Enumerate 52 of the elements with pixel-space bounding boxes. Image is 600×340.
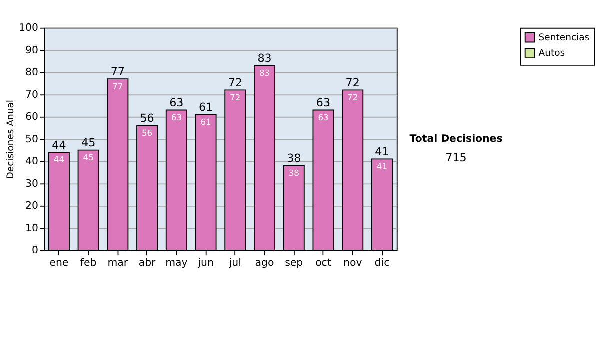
x-tick-label: feb [80, 258, 97, 269]
total-label: 38 [287, 152, 302, 166]
legend-label: Sentencias [538, 32, 590, 44]
y-tick-label: 70 [26, 90, 38, 101]
x-tick-label: oct [316, 258, 332, 269]
total-label: 61 [198, 100, 214, 114]
y-tick-label: 90 [26, 45, 38, 56]
total-label: 41 [375, 146, 390, 159]
data-label: 61 [200, 116, 212, 127]
total-label: 77 [110, 65, 125, 78]
text: Total Decisiones [410, 134, 503, 145]
y-tick-label: 20 [26, 201, 38, 212]
y-tick-label: 50 [26, 134, 38, 146]
y-tick-label: 60 [26, 112, 38, 124]
x-tick-label: dic [374, 258, 390, 269]
x-tick-label: sep [285, 258, 304, 269]
legend-label: Autos [538, 48, 566, 60]
y-tick-label: 80 [26, 68, 38, 79]
total-label: 83 [258, 52, 272, 66]
x-tick-label: jul [228, 258, 242, 269]
y-tick-label: 100 [19, 23, 38, 34]
total-label: 45 [81, 136, 96, 150]
data-label: 38 [288, 168, 300, 178]
x-tick-label: may [166, 258, 188, 269]
total-label: 44 [52, 138, 66, 152]
total-label: 72 [346, 76, 360, 90]
total-label: 63 [316, 96, 331, 110]
y-tick-label: 40 [26, 156, 38, 168]
x-tick-label: ago [255, 258, 274, 269]
x-tick-label: nov [344, 258, 362, 269]
data-label: 41 [376, 161, 388, 172]
data-label: 77 [112, 81, 124, 92]
total-label: 63 [170, 96, 184, 110]
data-label: 56 [142, 128, 153, 138]
total-label: 56 [140, 112, 154, 126]
y-tick-label: 10 [26, 223, 38, 234]
data-label: 45 [83, 152, 94, 163]
y-tick-label: 0 [32, 246, 38, 257]
y-axis-title: Decisiones Anual [5, 100, 16, 180]
text: 715 [446, 151, 467, 164]
y-tick-label: 30 [26, 178, 38, 190]
data-label: 72 [348, 92, 358, 102]
data-label: 72 [230, 92, 241, 102]
x-tick-label: mar [108, 258, 129, 269]
x-tick-label: ene [50, 258, 69, 269]
data-label: 83 [259, 68, 270, 78]
data-label: 44 [54, 154, 64, 165]
data-label: 63 [171, 112, 182, 122]
x-tick-label: abr [138, 258, 157, 269]
total-label: 72 [228, 76, 242, 90]
x-tick-label: jun [197, 258, 214, 269]
data-label: 63 [318, 112, 329, 122]
